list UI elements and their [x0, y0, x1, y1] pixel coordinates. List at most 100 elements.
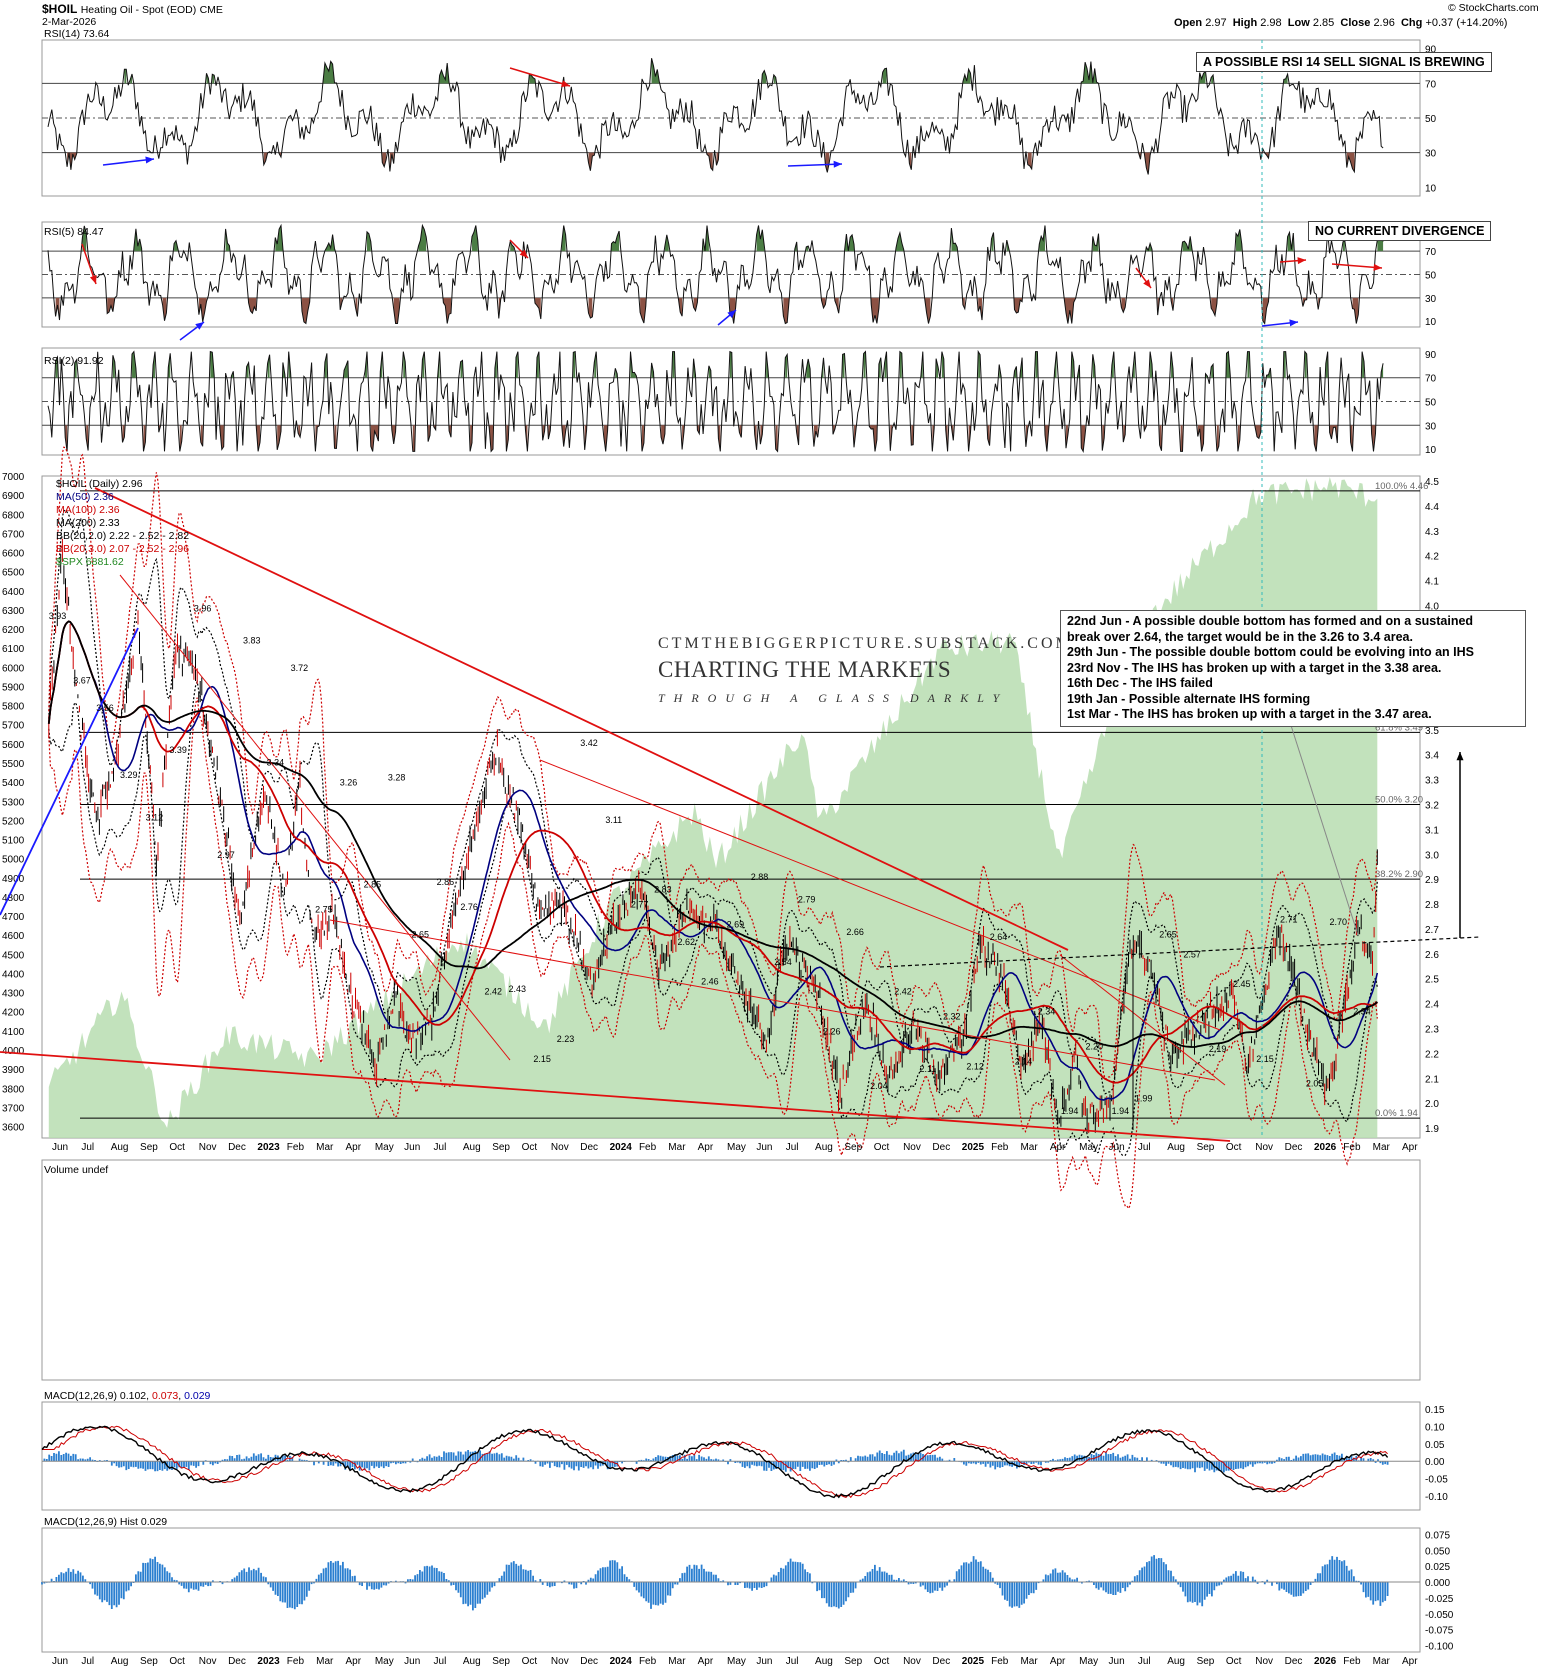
hist-bars	[41, 1555, 1389, 1611]
rsi5-bear-divergence-arrow-head	[1373, 263, 1382, 271]
rsi5-tick-label: 30	[1425, 294, 1437, 305]
price-annotation: 3.39	[169, 745, 187, 755]
note-line: 1st Mar - The IHS has broken up with a t…	[1067, 707, 1432, 721]
rsi14-tick-label: 70	[1425, 79, 1437, 90]
x-axis-label: Mar	[668, 1656, 686, 1667]
x-axis-label: Mar	[316, 1142, 334, 1153]
price-left-tick: 5500	[2, 759, 25, 770]
rsi14-bear-divergence-arrow	[509, 67, 571, 87]
rsi14-tick-label: 30	[1425, 149, 1437, 160]
hist-label: MACD(12,26,9) Hist 0.029	[44, 1516, 168, 1528]
note-line: 22nd Jun - A possible double bottom has …	[1067, 614, 1474, 628]
x-axis-label: Jul	[786, 1142, 799, 1153]
x-axis-label: May	[727, 1656, 746, 1667]
open-value: 2.97	[1205, 17, 1227, 29]
hist-tick: -0.025	[1425, 1594, 1454, 1605]
x-axis-label: Jul	[434, 1142, 447, 1153]
rsi2-label: RSI(2) 91.92	[44, 355, 104, 367]
price-annotation: 2.88	[751, 872, 769, 882]
legend-item: BB(20,2.0) 2.22 - 2.52 - 2.82	[56, 530, 190, 542]
price-left-tick: 4300	[2, 989, 25, 1000]
x-axis-label: Nov	[199, 1142, 217, 1153]
ma100-line	[47, 620, 1378, 1084]
rsi5-bear-divergence-arrow-head	[89, 275, 97, 284]
price-annotation: 2.34	[1038, 1007, 1056, 1017]
price-left-tick: 5800	[2, 702, 25, 713]
price-right-tick: 1.9	[1425, 1124, 1439, 1135]
rsi2-tick-label: 10	[1425, 445, 1437, 456]
bb2-upper-line	[48, 509, 1378, 1095]
x-axis-label: Jul	[81, 1656, 94, 1667]
macd-tick: 0.00	[1425, 1457, 1445, 1468]
x-axis-label: Oct	[874, 1142, 890, 1153]
neckline	[879, 936, 1481, 968]
price-left-tick: 5900	[2, 682, 25, 693]
legend-item: $SPX 6881.62	[56, 556, 124, 568]
price-left-tick: 3800	[2, 1084, 25, 1095]
price-right-tick: 3.4	[1425, 751, 1439, 762]
macd-tick: 0.15	[1425, 1405, 1445, 1416]
price-left-tick: 3600	[2, 1123, 25, 1134]
x-axis-label: Oct	[1226, 1656, 1242, 1667]
price-annotation: 2.42	[485, 987, 503, 997]
price-annotation: 3.56	[96, 703, 114, 713]
price-left-tick: 4000	[2, 1046, 25, 1057]
x-axis-label: Sep	[140, 1142, 158, 1153]
hist-tick: -0.050	[1425, 1610, 1454, 1621]
price-left-tick: 6600	[2, 549, 25, 560]
price-annotation: 2.62	[678, 937, 696, 947]
price-left-tick: 6300	[2, 606, 25, 617]
rsi5-bull-divergence-arrow-head	[727, 310, 736, 318]
price-right-tick: 2.2	[1425, 1049, 1439, 1060]
x-axis-label: May	[1079, 1142, 1098, 1153]
price-left-tick: 6100	[2, 644, 25, 655]
fib-level-label: 61.8% 3.49	[1375, 722, 1423, 733]
trendline-blue	[0, 627, 139, 916]
price-annotation: 1.94	[1112, 1106, 1130, 1116]
price-annotation: 2.83	[654, 885, 672, 895]
x-axis-label: Sep	[140, 1656, 158, 1667]
price-left-tick: 3900	[2, 1065, 25, 1076]
price-left-tick: 5400	[2, 778, 25, 789]
price-right-tick: 2.8	[1425, 900, 1439, 911]
legend-item: BB(20,3.0) 2.07 - 2.52 - 2.96	[56, 543, 190, 555]
price-left-tick: 6800	[2, 510, 25, 521]
rsi14-tick-label: 50	[1425, 114, 1437, 125]
rsi2-line	[47, 349, 1384, 454]
trendline	[329, 919, 1216, 1081]
x-axis-label: Dec	[228, 1142, 246, 1153]
note-line: 23rd Nov - The IHS has broken up with a …	[1067, 660, 1442, 675]
price-left-tick: 4600	[2, 931, 25, 942]
price-annotation: 2.15	[1256, 1054, 1274, 1064]
hist-tick: -0.075	[1425, 1626, 1454, 1637]
x-axis-label: 2023	[257, 1656, 280, 1667]
rsi5-line	[47, 223, 1384, 325]
fib-level-label: 100.0% 4.46	[1375, 481, 1428, 492]
price-right-tick: 3.1	[1425, 825, 1439, 836]
price-right-tick: 4.4	[1425, 502, 1439, 513]
rsi5-tick-label: 10	[1425, 317, 1437, 328]
trendline	[94, 487, 1069, 951]
x-axis-label: Sep	[492, 1656, 510, 1667]
price-annotation: 2.19	[1209, 1044, 1227, 1054]
x-axis-label: Aug	[815, 1142, 833, 1153]
x-axis-label: 2026	[1314, 1656, 1337, 1667]
price-left-tick: 6500	[2, 568, 25, 579]
macd-name: MACD(12,26,9)	[44, 1390, 117, 1402]
x-axis-label: Sep	[844, 1656, 862, 1667]
x-axis-label: Apr	[345, 1142, 361, 1153]
price-right-tick: 3.0	[1425, 850, 1439, 861]
x-axis-label: Oct	[874, 1656, 890, 1667]
x-axis-label: 2025	[962, 1656, 985, 1667]
x-axis-label: Feb	[1343, 1142, 1361, 1153]
x-axis-label: Jun	[1109, 1142, 1125, 1153]
price-annotation: 2.46	[701, 977, 719, 987]
rsi14-label: RSI(14) 73.64	[44, 28, 110, 40]
price-annotation: 3.67	[73, 676, 91, 686]
rsi5-bear-divergence-arrow-head	[519, 249, 528, 258]
price-annotation: 2.12	[966, 1061, 984, 1071]
price-annotation: 2.69	[727, 919, 745, 929]
x-axis-label: Sep	[844, 1142, 862, 1153]
price-annotation: 2.65	[411, 929, 429, 939]
